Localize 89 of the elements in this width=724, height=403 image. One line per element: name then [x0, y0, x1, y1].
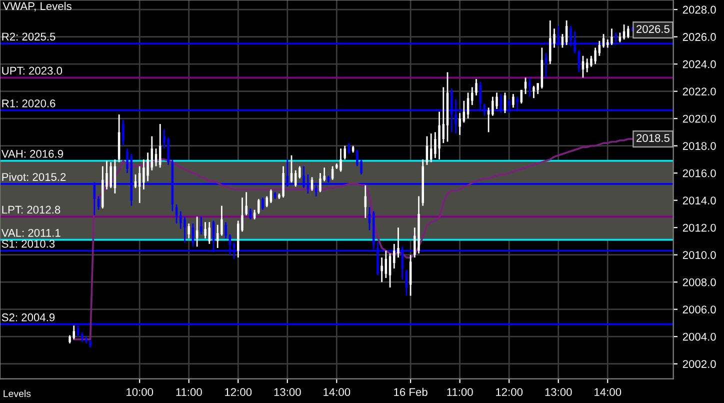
candlestick	[126, 148, 128, 174]
candlestick	[282, 166, 284, 198]
candlestick	[610, 28, 613, 46]
candlestick	[344, 145, 346, 160]
candlestick	[220, 205, 223, 236]
candlestick	[586, 58, 588, 73]
candlestick	[340, 148, 342, 172]
ref-line-label: VAL: 2011.1	[1, 228, 60, 237]
candlestick	[458, 112, 461, 136]
chart-title: VWAP, Levels	[2, 2, 72, 12]
x-tick-label: 13:00	[545, 388, 572, 396]
candlestick	[249, 208, 252, 220]
candlestick	[544, 52, 548, 78]
y-tick-label: 2022.0	[682, 88, 716, 96]
candlestick	[167, 136, 170, 166]
candlestick	[594, 47, 596, 65]
candlestick	[142, 158, 145, 190]
y-tick-label: 2020.0	[682, 114, 716, 123]
y-tick-label: 2002.0	[682, 360, 716, 368]
candlestick	[532, 85, 535, 99]
candlestick	[200, 216, 202, 236]
y-tick-label: 2016.0	[682, 169, 716, 178]
x-tick-label: 11:00	[176, 388, 202, 396]
candlestick	[512, 93, 514, 108]
ref-line-label: UPT: 2023.0	[2, 66, 62, 75]
x-tick-label: 10:00	[126, 388, 154, 396]
ref-line-label: LPT: 2012.8	[2, 206, 60, 214]
candlestick	[184, 216, 186, 244]
x-tick-label: 16 Feb	[394, 388, 428, 396]
y-tick-label: 2010.0	[682, 251, 716, 259]
ref-line-label: S1: 2010.3	[2, 240, 55, 248]
x-tick-label: 13:00	[274, 388, 301, 396]
ref-line-label: R2: 2025.5	[2, 32, 56, 41]
candlestick	[188, 222, 190, 240]
candlestick	[536, 82, 539, 95]
candlestick	[245, 191, 248, 216]
candlestick	[224, 221, 227, 240]
x-tick-label: 14:00	[594, 388, 622, 396]
text: 2026.5	[636, 25, 670, 33]
candlestick	[393, 243, 396, 270]
candlestick	[80, 332, 84, 343]
candlestick	[409, 254, 412, 296]
candlestick	[438, 111, 440, 160]
y-tick-label: 2008.0	[682, 278, 716, 286]
candlestick	[180, 210, 182, 230]
candlestick	[475, 78, 478, 96]
y-tick-label: 2026.0	[682, 33, 716, 41]
y-tick-label: 2018.0	[682, 142, 716, 150]
y-tick-label: 2028.0	[682, 6, 716, 14]
candlestick	[72, 324, 76, 340]
y-tick-label: 2006.0	[682, 306, 716, 314]
candlestick	[134, 174, 137, 189]
y-tick-label: 2014.0	[682, 196, 716, 204]
x-tick-label: 12:00	[496, 388, 523, 396]
ref-line-label: VAH: 2016.9	[1, 150, 64, 158]
x-tick-label: 12:00	[225, 388, 252, 396]
candlestick	[430, 132, 432, 163]
ref-line-label: R1: 2020.6	[2, 99, 56, 108]
candlestick	[627, 25, 630, 39]
x-tick-label: 11:00	[447, 388, 473, 396]
candlestick	[204, 221, 206, 240]
candlestick	[294, 170, 297, 188]
candlestick	[471, 86, 474, 106]
candlestick	[602, 33, 605, 48]
candlestick	[266, 196, 268, 208]
candlestick	[549, 20, 552, 65]
candlestick	[122, 119, 124, 146]
candlestick	[528, 76, 531, 98]
y-tick-label: 2024.0	[682, 60, 716, 68]
candlestick	[258, 198, 260, 215]
candlestick	[462, 100, 466, 124]
ref-line-label: Pivot: 2015.2	[2, 172, 66, 181]
text: Levels	[4, 390, 31, 398]
y-tick-label: 2012.0	[682, 224, 716, 232]
candlestick	[388, 252, 392, 288]
ref-line-label: S2: 2004.9	[2, 313, 55, 322]
candlestick	[492, 96, 494, 117]
candlestick	[146, 152, 149, 182]
candlestick	[319, 172, 322, 193]
candlestick	[110, 161, 112, 189]
candlestick	[253, 209, 256, 220]
line-series	[72, 138, 634, 340]
y-tick-label: 2004.0	[682, 332, 716, 341]
candlestick	[364, 184, 367, 219]
text: 2018.5	[636, 134, 670, 142]
x-tick-label: 14:00	[324, 388, 350, 396]
candlestick	[298, 166, 301, 180]
candlestick	[380, 256, 383, 283]
candlestick	[262, 196, 264, 211]
